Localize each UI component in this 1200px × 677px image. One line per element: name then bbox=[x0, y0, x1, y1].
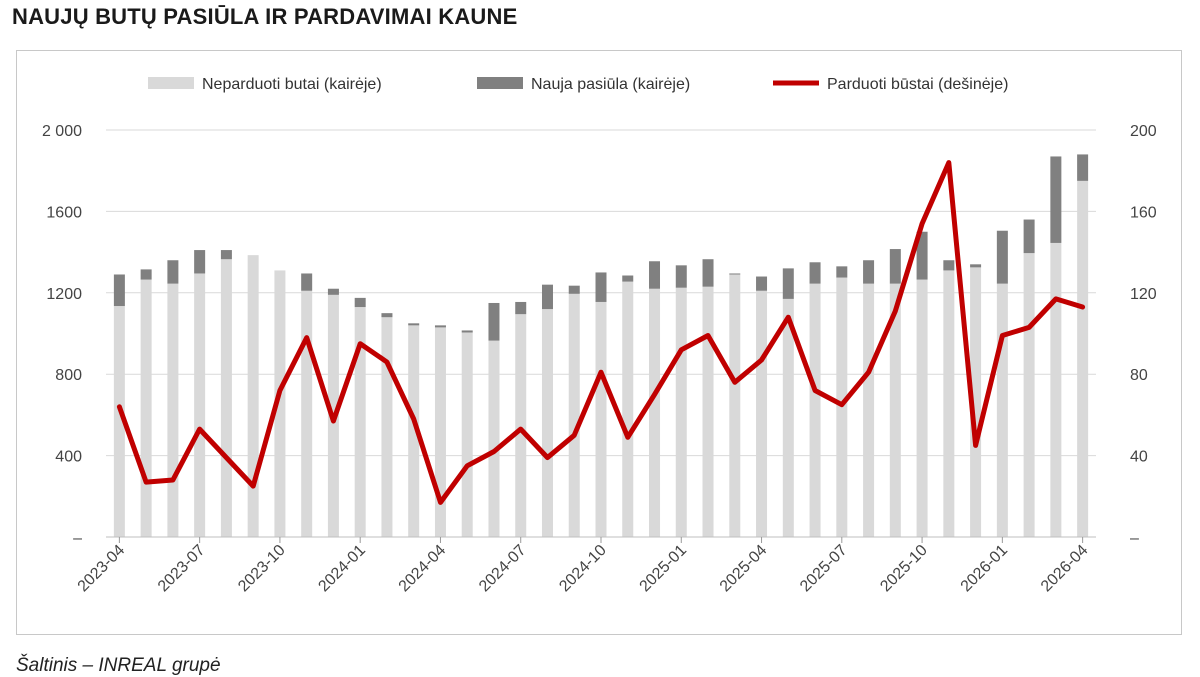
x-tick-label: 2025-07 bbox=[797, 542, 851, 596]
y-right-tick-label: 160 bbox=[1130, 204, 1157, 221]
bar-unsold bbox=[596, 302, 607, 537]
source-note: Šaltinis – INREAL grupė bbox=[16, 655, 221, 677]
legend-new-supply-label: Nauja pasiūla (kairėje) bbox=[531, 76, 690, 93]
bar-new-supply bbox=[141, 269, 152, 279]
bar-unsold bbox=[488, 341, 499, 537]
bar-new-supply bbox=[408, 323, 419, 325]
bar-new-supply bbox=[301, 273, 312, 290]
bar-new-supply bbox=[729, 273, 740, 274]
bar-new-supply bbox=[622, 276, 633, 282]
bar-new-supply bbox=[756, 277, 767, 291]
bar-unsold bbox=[569, 294, 580, 537]
bar-unsold bbox=[917, 280, 928, 537]
bar-unsold bbox=[676, 288, 687, 537]
x-tick-label: 2023-04 bbox=[75, 542, 129, 596]
legend-unsold-label: Neparduoti butai (kairėje) bbox=[202, 76, 382, 93]
legend-unsold-swatch bbox=[148, 77, 194, 89]
bar-unsold bbox=[622, 282, 633, 537]
y-left-tick-label: 800 bbox=[55, 367, 82, 384]
bar-new-supply bbox=[569, 286, 580, 294]
bar-new-supply bbox=[703, 259, 714, 286]
bar-unsold bbox=[703, 287, 714, 537]
bar-unsold bbox=[194, 273, 205, 537]
x-tick-label: 2026-04 bbox=[1038, 542, 1092, 596]
bar-new-supply bbox=[435, 325, 446, 327]
bar-new-supply bbox=[836, 266, 847, 277]
bar-unsold bbox=[943, 270, 954, 537]
y-left-tick-label: 1200 bbox=[46, 286, 82, 303]
bar-unsold bbox=[836, 278, 847, 537]
x-tick-label: 2024-01 bbox=[315, 542, 369, 596]
bar-unsold bbox=[1050, 243, 1061, 537]
bar-unsold bbox=[141, 280, 152, 537]
bar-new-supply bbox=[194, 250, 205, 273]
x-tick-label: 2024-04 bbox=[396, 542, 450, 596]
bar-new-supply bbox=[970, 264, 981, 267]
x-tick-label: 2024-07 bbox=[476, 542, 530, 596]
y-right-tick-label: – bbox=[1130, 530, 1139, 547]
legend: Neparduoti butai (kairėje) Nauja pasiūla … bbox=[148, 76, 1008, 93]
x-tick-label: 2025-01 bbox=[637, 542, 691, 596]
bar-new-supply bbox=[676, 265, 687, 287]
x-tick-label: 2024-10 bbox=[556, 542, 610, 596]
x-tick-label: 2025-04 bbox=[717, 542, 771, 596]
y-left-tick-label: – bbox=[73, 530, 82, 547]
bar-new-supply bbox=[462, 330, 473, 332]
legend-sold: Parduoti būstai (dešinėje) bbox=[773, 76, 1008, 93]
bar-new-supply bbox=[810, 262, 821, 283]
bar-unsold bbox=[381, 317, 392, 537]
bar-new-supply bbox=[328, 289, 339, 295]
bar-unsold bbox=[248, 255, 259, 537]
bar-new-supply bbox=[596, 272, 607, 302]
y-right-tick-label: 120 bbox=[1130, 286, 1157, 303]
y-left-tick-label: 1600 bbox=[46, 204, 82, 221]
bar-unsold bbox=[863, 284, 874, 537]
legend-new-supply-swatch bbox=[477, 77, 523, 89]
y-left-tick-label: 400 bbox=[55, 449, 82, 466]
bar-new-supply bbox=[783, 268, 794, 299]
bar-new-supply bbox=[943, 260, 954, 270]
bar-unsold bbox=[542, 309, 553, 537]
bar-unsold bbox=[729, 274, 740, 537]
bar-unsold bbox=[462, 332, 473, 537]
bar-new-supply bbox=[890, 249, 901, 284]
x-tick-label: 2023-07 bbox=[155, 542, 209, 596]
legend-unsold: Neparduoti butai (kairėje) bbox=[148, 76, 382, 93]
bar-new-supply bbox=[863, 260, 874, 283]
bar-new-supply bbox=[114, 274, 125, 306]
bar-unsold bbox=[810, 284, 821, 537]
bar-new-supply bbox=[1024, 220, 1035, 254]
bar-unsold bbox=[649, 289, 660, 537]
bar-new-supply bbox=[355, 298, 366, 307]
bar-new-supply bbox=[381, 313, 392, 317]
y-right-tick-label: 200 bbox=[1130, 123, 1157, 140]
bar-new-supply bbox=[1077, 154, 1088, 180]
bar-new-supply bbox=[542, 285, 553, 309]
bar-unsold bbox=[756, 291, 767, 537]
y-right-tick-label: 80 bbox=[1130, 367, 1148, 384]
y-left-tick-label: 2 000 bbox=[42, 123, 82, 140]
x-tick-label: 2025-10 bbox=[877, 542, 931, 596]
bar-new-supply bbox=[221, 250, 232, 259]
bar-unsold bbox=[997, 284, 1008, 537]
bar-unsold bbox=[221, 259, 232, 537]
bar-new-supply bbox=[1050, 156, 1061, 242]
bar-unsold bbox=[301, 291, 312, 537]
legend-new-supply: Nauja pasiūla (kairėje) bbox=[477, 76, 690, 93]
bar-unsold bbox=[1077, 181, 1088, 537]
bar-unsold bbox=[515, 314, 526, 537]
legend-sold-label: Parduoti būstai (dešinėje) bbox=[827, 76, 1008, 93]
bar-new-supply bbox=[167, 260, 178, 283]
bar-new-supply bbox=[515, 302, 526, 314]
bar-new-supply bbox=[488, 303, 499, 341]
y-right-tick-label: 40 bbox=[1130, 449, 1148, 466]
x-tick-label: 2023-10 bbox=[235, 542, 289, 596]
bar-new-supply bbox=[649, 261, 660, 288]
bar-unsold bbox=[435, 327, 446, 537]
bar-unsold bbox=[1024, 253, 1035, 537]
bar-unsold bbox=[167, 284, 178, 537]
x-tick-label: 2026-01 bbox=[958, 542, 1012, 596]
bar-new-supply bbox=[997, 231, 1008, 284]
